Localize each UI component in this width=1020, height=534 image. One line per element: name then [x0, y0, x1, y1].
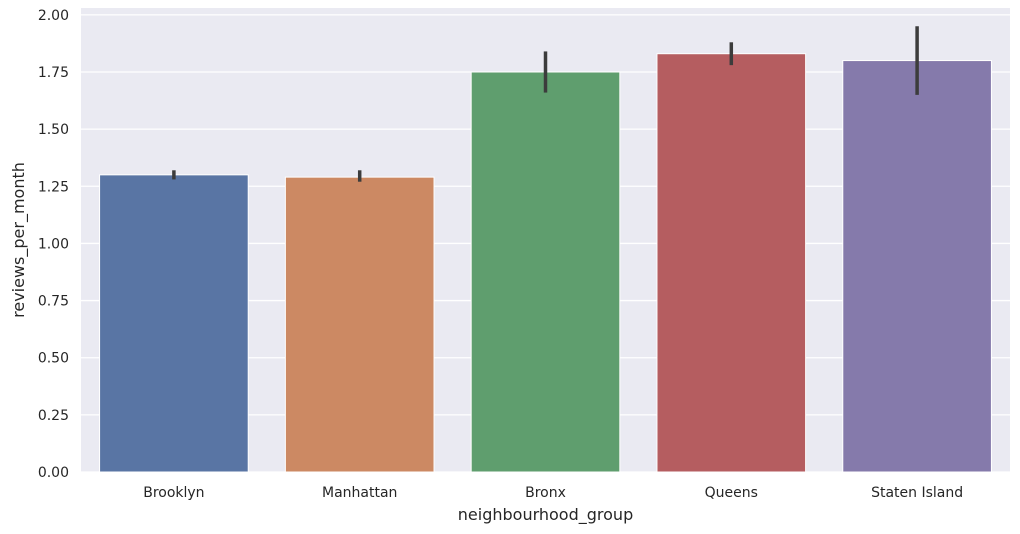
x-tick-label: Manhattan — [322, 485, 397, 501]
bar-queens — [656, 53, 807, 473]
y-tick-label: 0.25 — [38, 408, 69, 424]
y-tick-label: 2.00 — [38, 8, 69, 24]
x-tick-label: Staten Island — [871, 485, 963, 501]
y-tick-label: 1.25 — [38, 179, 69, 195]
x-axis-label: neighbourhood_group — [458, 505, 633, 525]
y-axis-label: reviews_per_month — [9, 162, 29, 318]
y-tick-label: 1.00 — [38, 236, 69, 252]
y-tick-label: 1.75 — [38, 65, 69, 81]
bars — [99, 53, 992, 473]
y-tick-label: 0.00 — [38, 465, 69, 481]
y-tick-label: 0.75 — [38, 294, 69, 310]
x-tick-label: Brooklyn — [143, 485, 204, 501]
x-tick-labels: Brooklyn Manhattan Bronx Queens Staten Islan… — [143, 485, 963, 501]
bar-brooklyn — [99, 174, 249, 473]
y-tick-labels: 0.00 0.25 0.50 0.75 1.00 1.25 1.50 1.75 2.00 — [38, 8, 69, 481]
bar-staten-island — [842, 60, 992, 473]
bar-bronx — [470, 71, 621, 473]
y-tick-label: 0.50 — [38, 351, 69, 367]
bar-manhattan — [284, 176, 435, 473]
x-tick-label: Bronx — [525, 485, 566, 501]
x-tick-label: Queens — [705, 485, 758, 501]
y-tick-label: 1.50 — [38, 122, 69, 138]
error-bars — [172, 26, 919, 182]
